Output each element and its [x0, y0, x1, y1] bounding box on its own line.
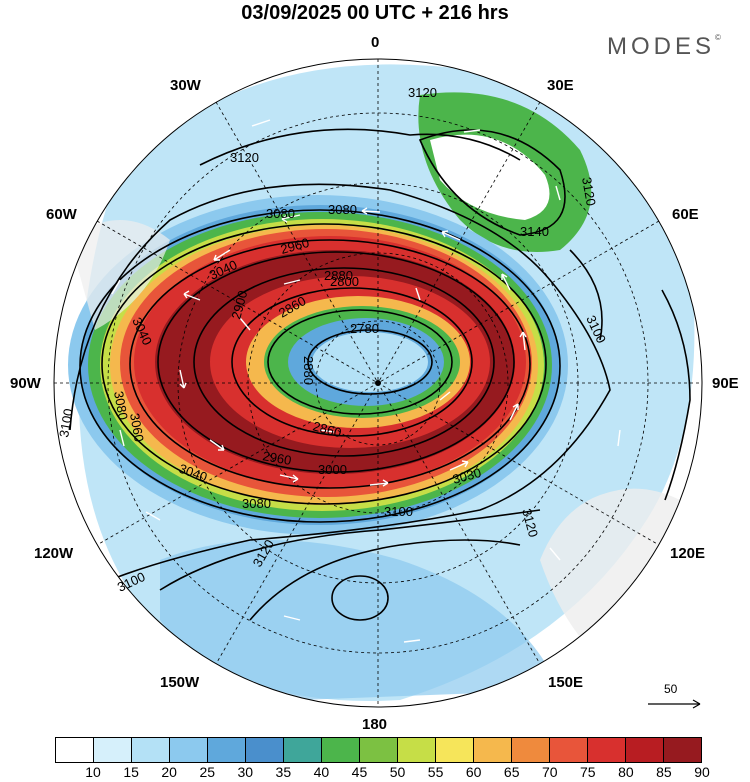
north-pole-dot [375, 380, 381, 386]
jet-loop-inner [430, 134, 550, 220]
contour-label: 3120 [230, 150, 259, 165]
colorbar [55, 737, 702, 763]
contour-label: 3080 [266, 206, 295, 221]
brand-text: MODES [607, 33, 716, 60]
lon-label-150e: 150E [548, 674, 584, 691]
colorbar-tick-label: 70 [541, 764, 558, 780]
lon-label-30w: 30W [170, 77, 201, 94]
colorbar-tick-label: 30 [237, 764, 254, 780]
lon-label-120e: 120E [670, 545, 706, 562]
colorbar-cell [588, 738, 626, 762]
colorbar-cell [246, 738, 284, 762]
colorbar-ticks: 10 15 20 25 30 35 40 45 50 55 60 65 70 75 80 85 90 [55, 764, 710, 782]
contour-label: 3120 [408, 85, 437, 100]
map-border [53, 58, 703, 708]
lon-label-30e: 30E [547, 77, 574, 94]
colorbar-cell [322, 738, 360, 762]
colorbar-cell [436, 738, 474, 762]
colorbar-cell [664, 738, 701, 762]
chart-title: 03/09/2025 00 UTC + 216 hrs [241, 2, 509, 24]
colorbar-tick-label: 90 [694, 764, 710, 780]
height-contours [69, 128, 691, 621]
colorbar-cell [626, 738, 664, 762]
contour-label: 3120 [579, 176, 599, 207]
colorbar-cell [208, 738, 246, 762]
lon-label-0: 0 [371, 34, 380, 51]
colorbar-cell [284, 738, 322, 762]
colorbar-cell [56, 738, 94, 762]
colorbar-tick-label: 75 [580, 764, 596, 780]
contour-label: 3000 [318, 462, 347, 477]
contour-label: 2960 [261, 448, 292, 468]
contour-label: 2880 [301, 356, 316, 385]
colorbar-tick-label: 20 [161, 764, 177, 780]
colorbar-tick-label: 65 [503, 764, 520, 780]
brand-mark: © [715, 33, 721, 42]
lon-label-60e: 60E [672, 206, 699, 223]
land-west [70, 220, 170, 330]
colorbar-tick-label: 50 [389, 764, 406, 780]
colorbar-cell [360, 738, 398, 762]
colorbar-cell [132, 738, 170, 762]
colorbar-tick-label: 25 [199, 764, 216, 780]
colorbar-tick-label: 85 [656, 764, 672, 780]
lon-label-60w: 60W [46, 206, 77, 223]
lon-label-90w: 90W [10, 375, 41, 392]
lon-label-90e: 90E [712, 375, 739, 392]
contour-label: 3030 [451, 465, 483, 487]
colorbar-cell [474, 738, 512, 762]
colorbar-tick-label: 35 [275, 764, 292, 780]
colorbar-cell [512, 738, 550, 762]
colorbar-tick-label: 45 [351, 764, 368, 780]
contour-label: 2880 [324, 268, 353, 283]
colorbar-tick-label: 15 [123, 764, 139, 780]
colorbar-cell [94, 738, 132, 762]
contour-label: 3080 [111, 390, 131, 421]
map-disk [54, 59, 702, 707]
vector-reference-arrow [648, 699, 701, 709]
lon-label-150w: 150W [160, 674, 200, 691]
contour-label: 2780 [350, 321, 379, 336]
contour-label: 3080 [328, 202, 357, 217]
brand-logo: MODES© [607, 33, 721, 61]
colorbar-tick-label: 80 [618, 764, 634, 780]
colorbar-tick-label: 10 [85, 764, 101, 780]
contour-label: 2900 [228, 289, 250, 321]
colorbar-cell [398, 738, 436, 762]
colorbar-cell [550, 738, 588, 762]
vector-reference-label: 50 [664, 682, 678, 696]
contour-label: 2800 [330, 274, 359, 289]
contour-label: 3100 [384, 504, 413, 519]
contour-label: 3080 [242, 496, 271, 511]
contour-label: 3140 [520, 224, 549, 239]
colorbar-tick-label: 60 [465, 764, 482, 780]
lon-label-180: 180 [362, 716, 388, 733]
lon-label-120w: 120W [34, 545, 74, 562]
contour-label: 3120 [519, 507, 541, 539]
colorbar-tick-label: 40 [313, 764, 330, 780]
wind-vectors [111, 119, 621, 643]
contour-label: 3100 [56, 407, 76, 438]
contour-label: 2860 [311, 418, 343, 440]
contour-label: 3060 [127, 412, 147, 443]
contour-label: 2960 [279, 235, 311, 257]
colorbar-cell [170, 738, 208, 762]
colorbar-tick-label: 55 [427, 764, 444, 780]
